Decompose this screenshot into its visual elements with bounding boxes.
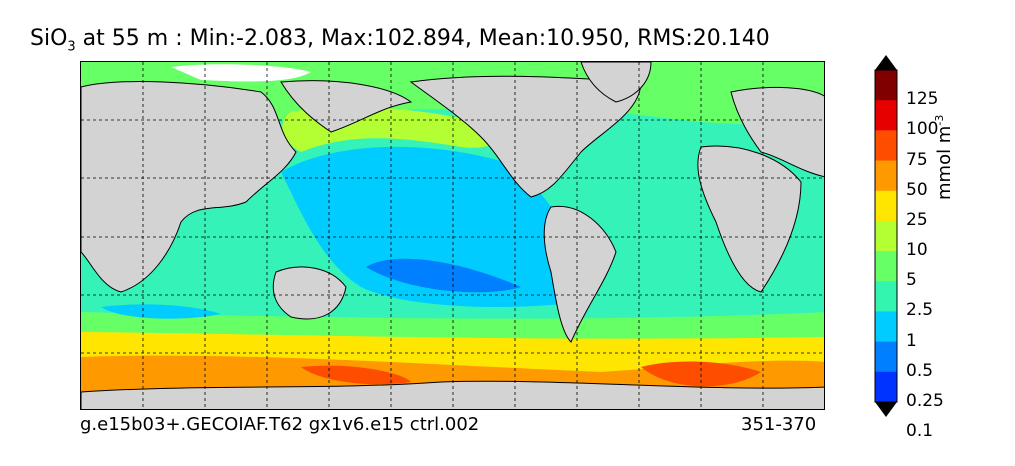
colorbar-segment	[875, 70, 897, 101]
map-panel	[80, 61, 825, 410]
ocean-band-1-indian	[101, 304, 221, 319]
colorbar-tick-label: 2.5	[906, 300, 934, 321]
colorbar-segment	[875, 190, 897, 222]
ocean-band-1-pacific	[281, 146, 586, 307]
graticule	[81, 62, 824, 409]
colorbar-segment	[875, 220, 897, 252]
colorbar-segment	[875, 160, 897, 192]
colorbar-segment	[875, 130, 897, 162]
colorbar-segment	[875, 100, 897, 131]
colorbar-segment	[875, 311, 897, 343]
map-title: SiO3 at 55 m : Min:-2.083, Max:102.894, …	[30, 26, 770, 55]
colorbar-segment	[875, 371, 897, 403]
colorbar-tick-label: 0.25	[906, 391, 944, 411]
colorbar-segment	[875, 341, 897, 373]
colorbar-extend-min	[875, 402, 897, 417]
map-canvas	[81, 62, 824, 409]
case-name: g.e15b03+.GECOIAF.T62 gx1v6.e15 ctrl.002	[80, 414, 480, 435]
land-masses	[81, 62, 824, 409]
colorbar-tick-label: 75	[906, 149, 928, 170]
colorbar-unit: mmol m-3	[933, 114, 955, 200]
colorbar-segment	[875, 251, 897, 282]
colorbar	[874, 55, 898, 417]
colorbar-tick-label: 100	[906, 119, 939, 140]
colorbar-tick-label: 50	[906, 179, 928, 200]
ocean-band-05-pacific	[366, 258, 521, 293]
colorbar-tick-label: 10	[906, 240, 928, 261]
colorbar-tick-label: 125	[906, 89, 939, 110]
ocean-band-75-ross	[301, 365, 411, 385]
colorbar-segment	[875, 281, 897, 312]
missing-data-arctic	[171, 64, 311, 82]
colorbar-outline	[874, 69, 898, 403]
ocean-band-75-weddell	[641, 361, 761, 387]
colorbar-tick-label: 1	[906, 330, 917, 351]
colorbar-tick-label: 0.5	[906, 360, 934, 381]
colorbar-tick-label: 25	[906, 209, 928, 230]
colorbar-tick-label: 0.1	[906, 421, 934, 442]
year-range: 351-370	[741, 414, 817, 435]
colorbar-extend-max	[875, 55, 897, 70]
colorbar-tick-label: 5	[906, 270, 917, 291]
